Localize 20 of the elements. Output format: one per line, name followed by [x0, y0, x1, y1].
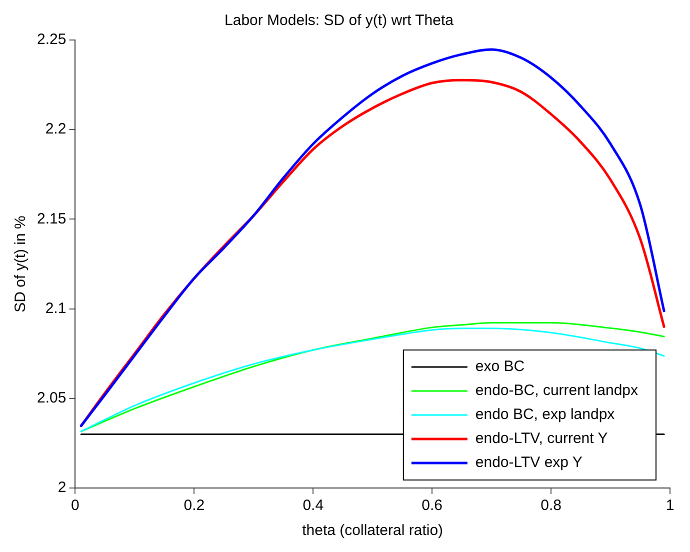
y-tick-label: 2.1 [45, 300, 66, 317]
chart-title: Labor Models: SD of y(t) wrt Theta [224, 12, 454, 30]
legend-label: endo-LTV exp Y [475, 454, 582, 472]
x-axis-title: theta (collateral ratio) [302, 522, 444, 540]
legend-label: endo-LTV, current Y [475, 430, 608, 448]
x-tick-label: 1 [666, 497, 674, 514]
y-tick-label: 2 [58, 479, 66, 496]
x-tick-label: 0 [71, 497, 80, 514]
x-tick-label: 0.6 [422, 497, 443, 514]
legend-label: endo BC, exp landpx [475, 406, 616, 424]
legend-label: endo-BC, current landpx [475, 382, 638, 400]
x-tick-label: 0.4 [302, 497, 324, 514]
x-tick-label: 0.8 [540, 497, 562, 514]
legend-label: exo BC [475, 358, 525, 376]
x-tick-label: 0.2 [184, 497, 205, 514]
y-tick-label: 2.25 [36, 31, 66, 48]
y-tick-label: 2.15 [36, 210, 66, 228]
y-tick-label: 2.05 [36, 390, 66, 407]
y-axis-title: SD of y(t) in % [12, 216, 30, 312]
y-tick-label: 2.2 [45, 120, 66, 138]
